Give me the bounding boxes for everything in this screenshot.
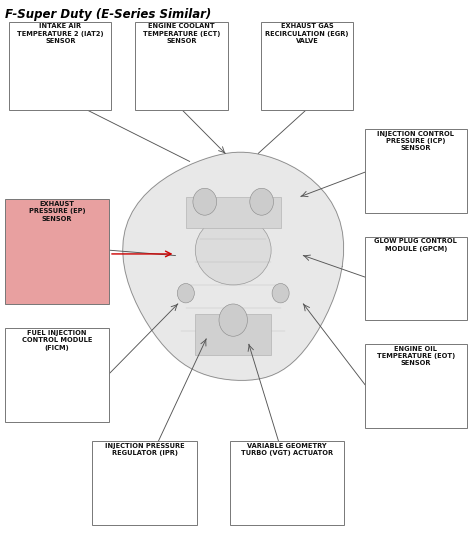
FancyBboxPatch shape	[365, 237, 467, 320]
FancyBboxPatch shape	[365, 129, 467, 213]
Bar	[195, 314, 271, 355]
Ellipse shape	[246, 497, 259, 507]
Bar	[43, 88, 78, 95]
Circle shape	[219, 304, 247, 336]
Text: INJECTION PRESSURE
REGULATOR (IPR): INJECTION PRESSURE REGULATOR (IPR)	[105, 443, 184, 456]
FancyBboxPatch shape	[230, 441, 344, 525]
Bar	[248, 495, 325, 508]
Text: INJECTION CONTROL
PRESSURE (ICP)
SENSOR: INJECTION CONTROL PRESSURE (ICP) SENSOR	[377, 131, 455, 151]
Text: ENGINE COOLANT
TEMPERATURE (ECT)
SENSOR: ENGINE COOLANT TEMPERATURE (ECT) SENSOR	[143, 23, 220, 44]
FancyBboxPatch shape	[92, 441, 197, 525]
Bar	[397, 166, 435, 173]
Bar	[399, 192, 433, 198]
Bar	[399, 407, 433, 413]
Bar	[312, 497, 329, 513]
Bar	[276, 97, 338, 102]
Bar	[378, 280, 454, 315]
Text: VARIABLE GEOMETRY
TURBO (VGT) ACTUATOR: VARIABLE GEOMETRY TURBO (VGT) ACTUATOR	[241, 443, 333, 456]
FancyBboxPatch shape	[365, 344, 467, 428]
Bar	[41, 60, 80, 68]
Bar	[166, 88, 197, 95]
Text: EXHAUST
PRESSURE (EP)
SENSOR: EXHAUST PRESSURE (EP) SENSOR	[28, 201, 85, 222]
Circle shape	[272, 284, 289, 303]
FancyBboxPatch shape	[135, 22, 228, 110]
FancyBboxPatch shape	[5, 328, 109, 422]
Bar	[117, 497, 172, 511]
FancyBboxPatch shape	[9, 22, 111, 110]
Bar	[130, 495, 159, 514]
FancyBboxPatch shape	[5, 199, 109, 304]
Bar	[402, 388, 429, 407]
Bar	[43, 253, 71, 278]
Bar	[169, 68, 193, 88]
Bar	[288, 75, 326, 97]
Bar	[18, 377, 96, 416]
Text: F-Super Duty (E-Series Similar): F-Super Duty (E-Series Similar)	[5, 8, 211, 21]
Ellipse shape	[195, 215, 271, 285]
Circle shape	[250, 188, 273, 215]
Bar	[186, 197, 281, 228]
FancyBboxPatch shape	[261, 22, 353, 110]
Text: GLOW PLUG CONTROL
MODULE (GPCM): GLOW PLUG CONTROL MODULE (GPCM)	[374, 238, 457, 252]
Bar	[47, 68, 74, 88]
Polygon shape	[123, 152, 344, 380]
Bar	[159, 496, 179, 504]
Circle shape	[177, 284, 194, 303]
Text: ENGINE OIL
TEMPERATURE (EOT)
SENSOR: ENGINE OIL TEMPERATURE (EOT) SENSOR	[377, 346, 455, 366]
Circle shape	[193, 188, 217, 215]
Ellipse shape	[286, 73, 328, 77]
Bar	[397, 381, 435, 388]
Bar	[39, 278, 74, 286]
Bar	[37, 245, 76, 253]
Text: EXHAUST GAS
RECIRCULATION (EGR)
VALVE: EXHAUST GAS RECIRCULATION (EGR) VALVE	[265, 23, 349, 44]
Text: FUEL INJECTION
CONTROL MODULE
(FICM): FUEL INJECTION CONTROL MODULE (FICM)	[22, 330, 92, 351]
Bar	[402, 173, 429, 192]
Text: INTAKE AIR
TEMPERATURE 2 (IAT2)
SENSOR: INTAKE AIR TEMPERATURE 2 (IAT2) SENSOR	[17, 23, 104, 44]
Bar	[164, 60, 199, 68]
